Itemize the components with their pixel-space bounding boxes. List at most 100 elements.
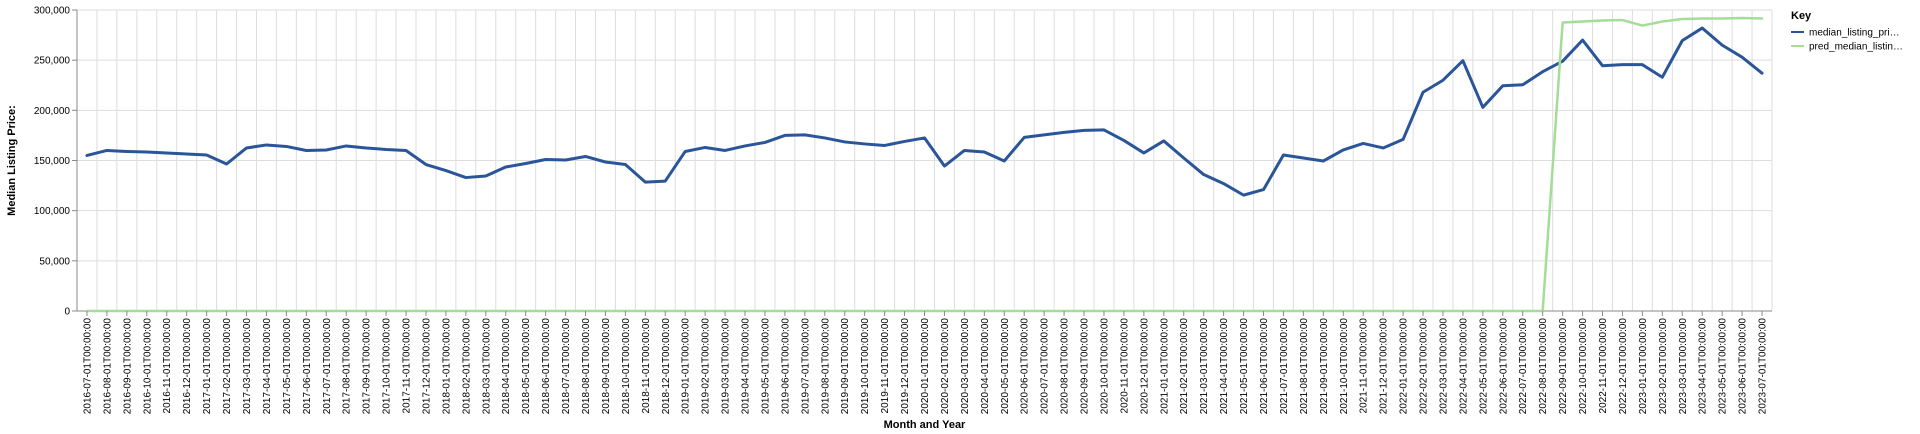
x-tick-label: 2017-09-01T00:00:00 [362, 318, 373, 415]
x-tick-label: 2016-09-01T00:00:00 [122, 318, 133, 415]
x-tick-label: 2020-12-01T00:00:00 [1139, 318, 1150, 415]
series-lines [85, 16, 1764, 313]
x-tick-label: 2023-02-01T00:00:00 [1658, 318, 1669, 415]
x-tick-label: 2017-10-01T00:00:00 [382, 318, 393, 415]
x-tick-label: 2018-07-01T00:00:00 [561, 318, 572, 415]
x-tick-label: 2020-01-01T00:00:00 [920, 318, 931, 415]
x-tick-label: 2016-08-01T00:00:00 [102, 318, 113, 415]
x-tick-label: 2017-03-01T00:00:00 [242, 318, 253, 415]
x-tick-label: 2022-12-01T00:00:00 [1618, 318, 1629, 415]
x-tick-label: 2022-10-01T00:00:00 [1578, 318, 1589, 415]
x-tick-label: 2018-11-01T00:00:00 [641, 318, 652, 414]
x-tick-label: 2020-10-01T00:00:00 [1099, 318, 1110, 415]
x-tick-label: 2019-07-01T00:00:00 [800, 318, 811, 415]
x-tick-label: 2023-07-01T00:00:00 [1758, 318, 1769, 415]
x-tick-label: 2017-01-01T00:00:00 [202, 318, 213, 415]
x-tick-label: 2018-08-01T00:00:00 [581, 318, 592, 415]
x-tick-label: 2018-06-01T00:00:00 [541, 318, 552, 415]
x-tick-label: 2017-12-01T00:00:00 [421, 318, 432, 415]
x-tick-label: 2020-04-01T00:00:00 [980, 318, 991, 415]
legend-label-1: median_listing_pri… [1809, 28, 1900, 39]
x-tick-label: 2018-04-01T00:00:00 [501, 318, 512, 415]
x-tick-label: 2022-07-01T00:00:00 [1518, 318, 1529, 415]
x-tick-label: 2023-06-01T00:00:00 [1738, 318, 1749, 415]
x-tick-label: 2020-11-01T00:00:00 [1119, 318, 1130, 414]
x-tick-label: 2020-09-01T00:00:00 [1080, 318, 1091, 415]
x-tick-label: 2021-11-01T00:00:00 [1359, 318, 1370, 414]
legend: Key median_listing_pri… pred_median_listi… [1791, 10, 1903, 53]
x-tick-label: 2020-03-01T00:00:00 [960, 318, 971, 415]
y-tick-label: 250,000 [34, 56, 71, 67]
x-tick-label: 2020-07-01T00:00:00 [1040, 318, 1051, 415]
x-tick-label: 2019-02-01T00:00:00 [701, 318, 712, 415]
x-tick-label: 2018-05-01T00:00:00 [521, 318, 532, 415]
x-tick-label: 2021-08-01T00:00:00 [1299, 318, 1310, 415]
x-tick-label: 2023-05-01T00:00:00 [1718, 318, 1729, 415]
x-tick-label: 2022-06-01T00:00:00 [1498, 318, 1509, 415]
x-tick-label: 2017-07-01T00:00:00 [322, 318, 333, 415]
x-tick-label: 2019-06-01T00:00:00 [780, 318, 791, 415]
x-tick-label: 2018-01-01T00:00:00 [441, 318, 452, 415]
y-tick-label: 0 [64, 307, 70, 318]
grid-lines [76, 9, 1773, 312]
x-tick-label: 2016-11-01T00:00:00 [162, 318, 173, 414]
y-tick-label: 100,000 [34, 206, 71, 217]
legend-label-2: pred_median_listin… [1809, 42, 1903, 53]
x-tick-label: 2017-04-01T00:00:00 [262, 318, 273, 415]
x-tick-label: 2017-08-01T00:00:00 [342, 318, 353, 415]
x-tick-label: 2017-11-01T00:00:00 [402, 318, 413, 414]
series-line-1 [85, 26, 1764, 197]
x-tick-label: 2018-02-01T00:00:00 [461, 318, 472, 415]
x-tick-label: 2017-06-01T00:00:00 [302, 318, 313, 415]
x-tick-label: 2019-12-01T00:00:00 [900, 318, 911, 415]
x-tick-label: 2019-05-01T00:00:00 [760, 318, 771, 415]
x-tick-label: 2019-01-01T00:00:00 [681, 318, 692, 415]
x-tick-label: 2021-02-01T00:00:00 [1179, 318, 1190, 415]
x-axis-title: Month and Year [884, 419, 966, 431]
x-tick-label: 2018-03-01T00:00:00 [481, 318, 492, 415]
x-tick-label: 2021-10-01T00:00:00 [1339, 318, 1350, 415]
x-tick-label: 2023-01-01T00:00:00 [1638, 318, 1649, 415]
x-tick-label: 2016-07-01T00:00:00 [82, 318, 93, 415]
legend-title: Key [1791, 10, 1812, 22]
x-tick-label: 2021-04-01T00:00:00 [1219, 318, 1230, 415]
x-tick-label: 2022-05-01T00:00:00 [1478, 318, 1489, 415]
x-tick-label: 2022-09-01T00:00:00 [1558, 318, 1569, 415]
y-tick-label: 200,000 [34, 106, 71, 117]
x-tick-label: 2019-10-01T00:00:00 [860, 318, 871, 415]
x-tick-label: 2019-04-01T00:00:00 [741, 318, 752, 415]
x-tick-label: 2018-10-01T00:00:00 [621, 318, 632, 415]
x-tick-label: 2020-02-01T00:00:00 [940, 318, 951, 415]
x-tick-label: 2019-11-01T00:00:00 [880, 318, 891, 414]
x-tick-label: 2020-06-01T00:00:00 [1020, 318, 1031, 415]
x-tick-label: 2021-01-01T00:00:00 [1159, 318, 1170, 415]
x-tick-label: 2023-03-01T00:00:00 [1678, 318, 1689, 415]
x-tick-label: 2022-01-01T00:00:00 [1399, 318, 1410, 415]
y-tick-label: 150,000 [34, 156, 71, 167]
x-tick-label: 2021-12-01T00:00:00 [1379, 318, 1390, 415]
x-tick-label: 2016-12-01T00:00:00 [182, 318, 193, 415]
x-tick-label: 2022-04-01T00:00:00 [1458, 318, 1469, 415]
x-tick-label: 2021-09-01T00:00:00 [1319, 318, 1330, 415]
x-tick-label: 2020-08-01T00:00:00 [1060, 318, 1071, 415]
x-tick-label: 2018-12-01T00:00:00 [661, 318, 672, 415]
x-tick-label: 2022-08-01T00:00:00 [1538, 318, 1549, 415]
y-axis-title: Median Listing Price: [6, 105, 18, 216]
x-tick-label: 2019-08-01T00:00:00 [820, 318, 831, 415]
x-tick-label: 2021-05-01T00:00:00 [1239, 318, 1250, 415]
x-axis: 2016-07-01T00:00:00 2016-08-01T00:00:00 20… [82, 311, 1769, 415]
y-axis: 0 50,000 100,000 150,000 200,000 250,000 300,0… [34, 6, 77, 318]
x-tick-label: 2022-11-01T00:00:00 [1598, 318, 1609, 414]
x-tick-label: 2022-03-01T00:00:00 [1438, 318, 1449, 415]
x-tick-label: 2020-05-01T00:00:00 [1000, 318, 1011, 415]
x-tick-label: 2017-05-01T00:00:00 [282, 318, 293, 415]
x-tick-label: 2022-02-01T00:00:00 [1419, 318, 1430, 415]
x-tick-label: 2023-04-01T00:00:00 [1698, 318, 1709, 415]
x-tick-label: 2021-07-01T00:00:00 [1279, 318, 1290, 415]
x-tick-label: 2019-09-01T00:00:00 [840, 318, 851, 415]
x-tick-label: 2018-09-01T00:00:00 [601, 318, 612, 415]
x-tick-label: 2019-03-01T00:00:00 [721, 318, 732, 415]
series-line-2 [85, 16, 1764, 313]
y-tick-label: 50,000 [39, 256, 70, 267]
